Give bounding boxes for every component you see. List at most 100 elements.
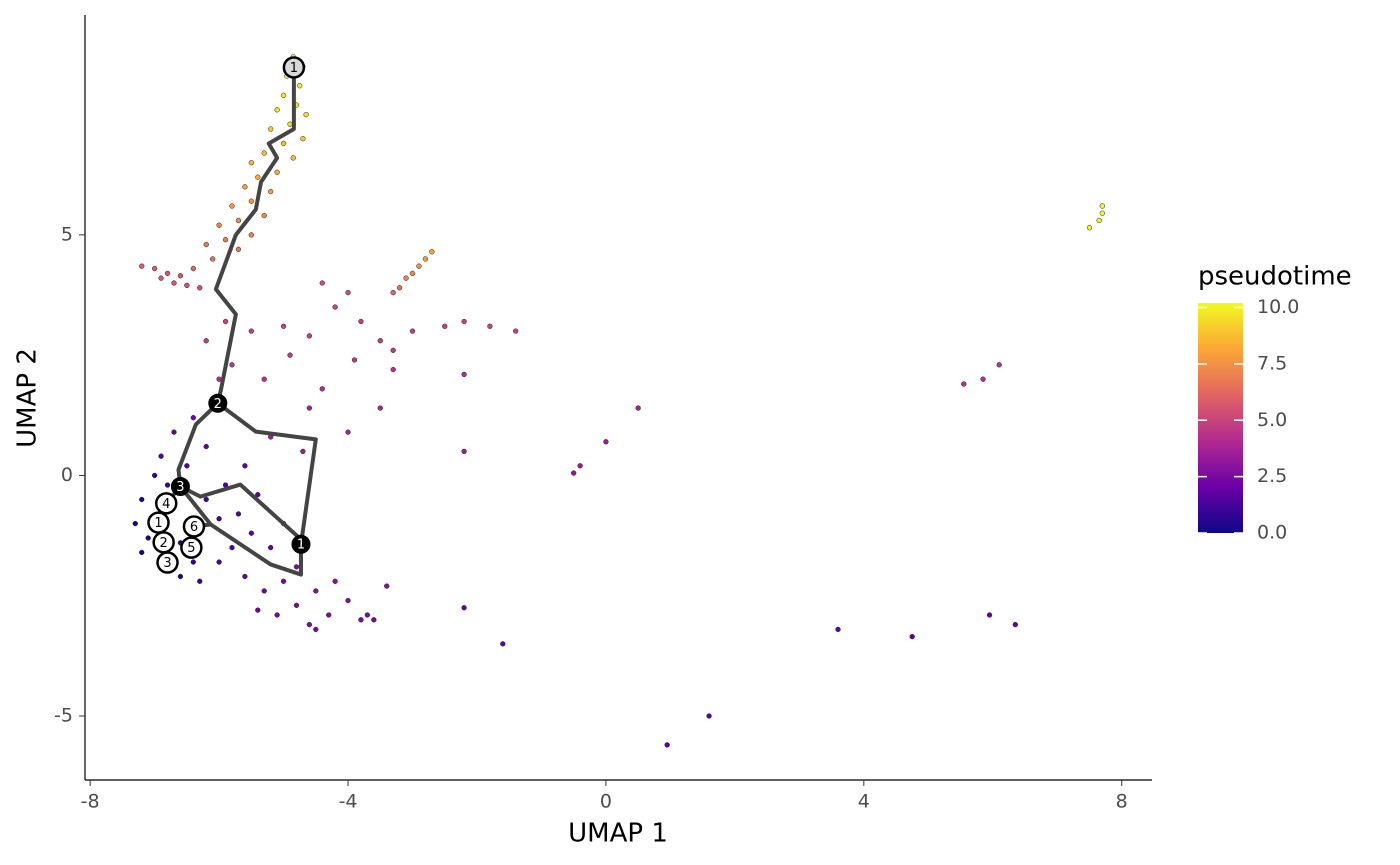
colorbar-tick-label: 5.0: [1257, 409, 1287, 431]
cell-point: [835, 626, 841, 633]
cell-point: [1086, 225, 1093, 231]
cell-point: [242, 184, 248, 190]
cell-point: [216, 516, 222, 522]
cell-point: [358, 617, 364, 623]
cell-point: [261, 212, 267, 219]
cell-point: [377, 405, 383, 411]
leaf-node: [182, 515, 206, 538]
cell-point: [255, 492, 261, 498]
legend-title: pseudotime: [1198, 262, 1352, 292]
cell-point: [319, 386, 325, 392]
cell-point: [364, 612, 371, 618]
colorbar-tick-label: 2.5: [1257, 465, 1287, 487]
leaf-node: [154, 492, 178, 515]
cell-point: [184, 282, 190, 289]
node-label: 1: [297, 538, 305, 553]
cell-point: [461, 371, 467, 378]
cell-point: [280, 92, 287, 98]
cell-point: [287, 352, 293, 358]
cell-point: [664, 742, 670, 748]
cell-point: [313, 626, 319, 633]
cell-point: [164, 482, 171, 488]
cell-point: [203, 443, 209, 450]
node-label: 1: [154, 516, 162, 531]
cell-point: [242, 463, 248, 469]
cell-point: [139, 263, 145, 269]
cell-point: [248, 198, 254, 204]
cell-point: [287, 121, 293, 127]
colorbar-tick-label: 0.0: [1257, 522, 1287, 544]
cell-point: [280, 323, 287, 329]
cell-point: [268, 126, 274, 132]
trajectory: [164, 67, 318, 577]
cell-point: [222, 318, 229, 325]
cell-point: [290, 155, 296, 161]
branch-node: [208, 393, 228, 413]
cell-point: [1099, 210, 1106, 216]
x-tick-label: 4: [858, 791, 870, 813]
cell-point: [577, 463, 583, 469]
cell-point: [300, 136, 306, 142]
root-node: [282, 56, 306, 79]
x-tick-label: -4: [339, 791, 358, 813]
cell-point: [706, 713, 712, 719]
cell-point: [197, 285, 203, 291]
node-label: 3: [176, 480, 184, 495]
node-label: 2: [160, 536, 168, 551]
cell-point: [351, 357, 358, 363]
cell-point: [303, 111, 309, 118]
cell-point: [255, 607, 261, 613]
cell-point: [164, 270, 171, 277]
cell-point: [203, 338, 209, 344]
y-axis-title: UMAP 2: [13, 348, 43, 448]
cell-point: [513, 328, 519, 334]
cell-point: [332, 304, 338, 310]
cell-point: [274, 169, 280, 175]
cell-point: [345, 597, 351, 604]
cell-point: [1096, 217, 1102, 224]
cell-point: [197, 578, 203, 584]
colorbar-tick-label: 7.5: [1257, 352, 1287, 374]
cell-point: [151, 472, 158, 479]
cell-point: [274, 612, 280, 618]
cell-point: [1012, 621, 1018, 628]
cell-point: [390, 347, 396, 353]
node-label: 3: [163, 556, 171, 571]
colorbar: [1198, 303, 1243, 533]
branch-node: [291, 534, 311, 554]
cell-point: [461, 448, 467, 455]
y-tick-label: 0: [61, 464, 73, 486]
cell-point: [280, 140, 287, 147]
cell-point: [461, 605, 467, 611]
cell-point: [216, 559, 222, 565]
x-tick-label: 8: [1116, 791, 1128, 813]
cell-point: [571, 470, 577, 476]
cell-point: [248, 530, 254, 536]
cell-point: [139, 496, 145, 503]
cell-point: [235, 511, 242, 517]
cell-point: [500, 641, 506, 647]
cell-point: [171, 429, 177, 435]
cell-point: [268, 544, 274, 551]
x-axis-title: UMAP 1: [568, 819, 668, 849]
cell-point: [384, 583, 390, 589]
cell-point: [371, 617, 377, 623]
cell-point: [390, 289, 396, 296]
cell-point: [190, 265, 196, 272]
cell-point: [961, 381, 967, 387]
cell-point: [229, 362, 235, 368]
cell-point: [177, 273, 184, 279]
cell-point: [268, 188, 274, 195]
x-tick-label: 0: [600, 791, 612, 813]
cell-point: [409, 270, 416, 277]
cell-point: [1099, 203, 1106, 209]
cell-point: [313, 588, 319, 594]
cell-point: [242, 573, 248, 580]
cell-point: [261, 588, 267, 594]
cell-point: [980, 376, 986, 382]
node-label: 6: [190, 520, 198, 535]
cell-point: [996, 362, 1002, 368]
